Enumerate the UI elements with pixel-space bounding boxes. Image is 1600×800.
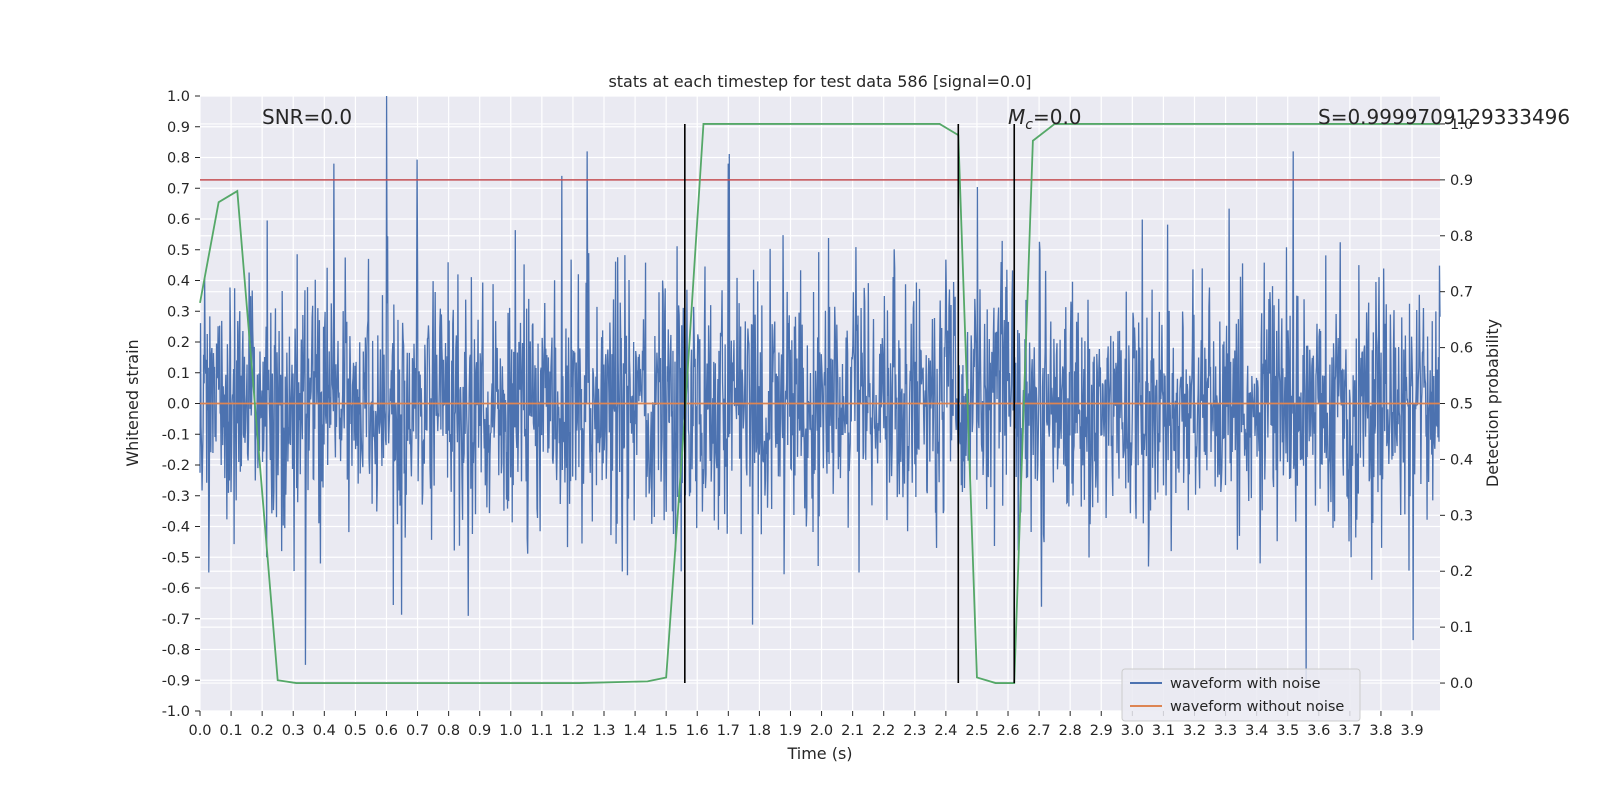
x-tick-label: 0.3: [282, 723, 305, 739]
x-tick-label: 0.7: [406, 723, 429, 739]
y-right-tick-label: 0.7: [1450, 285, 1473, 301]
y-left-tick-label: -0.4: [162, 520, 190, 536]
y-right-tick-label: 0.0: [1450, 676, 1473, 692]
y-right-tick-label: 0.1: [1450, 620, 1473, 636]
y-right-axis-ticks: 0.0 0.1 0.2 0.3 0.4 0.5 0.6 0.7 0.8 0.9 1.0: [1440, 117, 1473, 692]
x-tick-label: 0.8: [437, 723, 460, 739]
y-left-tick-label: 0.0: [167, 397, 190, 413]
y-left-tick-label: -0.1: [162, 427, 190, 443]
y-left-tick-label: 0.6: [167, 212, 190, 228]
y-right-tick-label: 0.2: [1450, 564, 1473, 580]
y-left-tick-label: 0.3: [167, 304, 190, 320]
y-left-tick-label: -0.7: [162, 612, 190, 628]
y-left-tick-label: 0.7: [167, 181, 190, 197]
chirp-mass-subscript: c: [1025, 117, 1033, 133]
x-tick-label: 2.1: [841, 723, 864, 739]
y-right-tick-label: 0.8: [1450, 229, 1473, 245]
x-tick-label: 3.4: [1245, 723, 1268, 739]
x-tick-label: 3.7: [1338, 723, 1361, 739]
y-right-tick-label: 0.6: [1450, 341, 1473, 357]
x-tick-label: 1.2: [561, 723, 584, 739]
y-left-tick-label: 0.1: [167, 366, 190, 382]
chirp-mass-value: =0.0: [1033, 105, 1082, 129]
x-tick-label: 2.7: [1028, 723, 1051, 739]
x-tick-label: 2.4: [934, 723, 957, 739]
x-tick-label: 0.0: [188, 723, 211, 739]
y-right-tick-label: 0.4: [1450, 452, 1473, 468]
x-tick-label: 2.2: [872, 723, 895, 739]
y-left-tick-label: 0.8: [167, 151, 190, 167]
y-left-tick-label: 0.5: [167, 243, 190, 259]
y-left-tick-label: -0.3: [162, 489, 190, 505]
chirp-mass-annotation: Mc=0.0: [1008, 105, 1082, 133]
y-left-tick-label: -0.8: [162, 643, 190, 659]
y-left-tick-label: -0.9: [162, 673, 190, 689]
x-tick-label: 3.8: [1369, 723, 1392, 739]
y-right-tick-label: 0.5: [1450, 397, 1473, 413]
x-tick-label: 1.4: [624, 723, 647, 739]
x-tick-label: 0.4: [313, 723, 336, 739]
x-tick-label: 1.7: [717, 723, 740, 739]
x-tick-label: 1.0: [499, 723, 522, 739]
x-tick-label: 2.6: [996, 723, 1019, 739]
y-left-tick-label: 0.4: [167, 274, 190, 290]
y-right-tick-label: 0.9: [1450, 173, 1473, 189]
x-tick-label: 1.5: [655, 723, 678, 739]
x-tick-label: 2.3: [903, 723, 926, 739]
legend-label-noise: waveform with noise: [1170, 676, 1321, 692]
y-right-tick-label: 1.0: [1450, 117, 1473, 133]
legend: waveform with noise waveform without noi…: [1121, 668, 1361, 722]
x-tick-label: 2.9: [1090, 723, 1113, 739]
legend-box: [1121, 668, 1361, 722]
x-tick-label: 0.1: [220, 723, 243, 739]
y-left-tick-label: 0.9: [167, 120, 190, 136]
chirp-mass-symbol: M: [1008, 105, 1025, 129]
x-axis-ticks: 0.0 0.1 0.2 0.3 0.4 0.5 0.6 0.7 0.8 0.9 1.0 1.1 1.2 1…: [188, 711, 1424, 739]
x-tick-label: 3.2: [1183, 723, 1206, 739]
x-tick-label: 3.3: [1214, 723, 1237, 739]
y-left-axis-ticks: -1.0 -0.9 -0.8 -0.7 -0.6 -0.5 -0.4 -0.3 -0.2 -0.1…: [162, 89, 200, 720]
x-tick-label: 2.8: [1059, 723, 1082, 739]
x-axis-label: Time (s): [786, 744, 852, 763]
series-waveform-with-noise: [199, 95, 1441, 681]
x-tick-label: 1.9: [779, 723, 802, 739]
x-tick-label: 2.0: [810, 723, 833, 739]
y-left-tick-label: -0.6: [162, 581, 190, 597]
x-tick-label: 0.5: [344, 723, 367, 739]
y-left-tick-label: 1.0: [167, 89, 190, 105]
snr-annotation: SNR=0.0: [262, 105, 352, 129]
x-tick-label: 0.6: [375, 723, 398, 739]
x-tick-label: 1.8: [748, 723, 771, 739]
x-tick-label: 2.5: [965, 723, 988, 739]
chart-title: stats at each timestep for test data 586…: [608, 72, 1031, 91]
s-annotation: S=0.9999709129333496: [1318, 105, 1570, 129]
series-detection-probability: [199, 123, 1440, 684]
x-tick-label: 3.0: [1121, 723, 1144, 739]
y-left-tick-label: -1.0: [162, 704, 190, 720]
x-tick-label: 3.1: [1152, 723, 1175, 739]
x-tick-label: 0.2: [251, 723, 274, 739]
y-left-tick-label: -0.2: [162, 458, 190, 474]
legend-label-clean: waveform without noise: [1170, 699, 1344, 715]
x-tick-label: 3.9: [1400, 723, 1423, 739]
x-tick-label: 1.1: [530, 723, 553, 739]
y-axis-label-left: Whitened strain: [123, 339, 142, 466]
x-tick-label: 3.5: [1276, 723, 1299, 739]
x-tick-label: 3.6: [1307, 723, 1330, 739]
y-left-tick-label: -0.5: [162, 550, 190, 566]
y-axis-label-right: Detection probability: [1483, 319, 1502, 487]
y-left-tick-label: 0.2: [167, 335, 190, 351]
y-right-tick-label: 0.3: [1450, 508, 1473, 524]
x-tick-label: 1.6: [686, 723, 709, 739]
data-layer: [199, 95, 1441, 684]
x-tick-label: 1.3: [592, 723, 615, 739]
x-tick-label: 0.9: [468, 723, 491, 739]
